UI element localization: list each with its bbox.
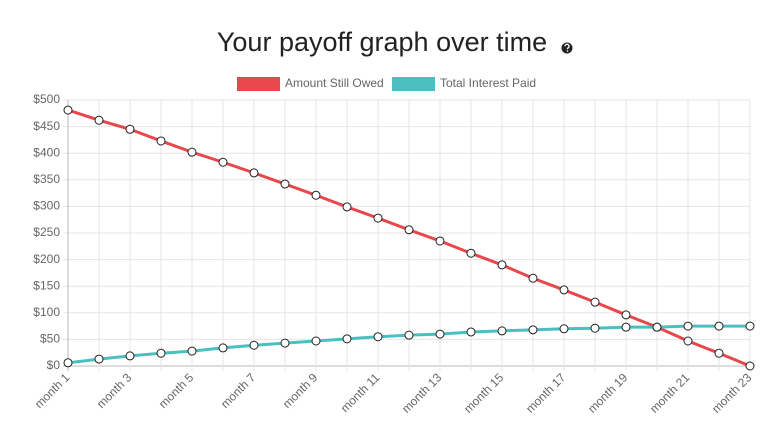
y-tick-label: $350 — [33, 172, 60, 186]
data-point[interactable] — [714, 321, 724, 331]
data-point[interactable] — [311, 190, 321, 200]
data-point[interactable] — [218, 157, 228, 167]
x-tick-label: month 7 — [218, 370, 259, 411]
data-point[interactable] — [125, 124, 135, 134]
data-point[interactable] — [621, 322, 631, 332]
y-tick-label: $0 — [47, 358, 61, 372]
help-icon[interactable] — [561, 42, 573, 54]
data-point[interactable] — [311, 336, 321, 346]
data-point[interactable] — [218, 343, 228, 353]
data-point[interactable] — [249, 168, 259, 178]
data-point[interactable] — [280, 338, 290, 348]
x-tick-label: month 21 — [647, 370, 693, 416]
legend-swatch[interactable] — [237, 77, 280, 91]
data-point[interactable] — [745, 361, 755, 371]
data-point[interactable] — [404, 330, 414, 340]
y-tick-label: $400 — [33, 145, 60, 159]
data-point[interactable] — [683, 321, 693, 331]
data-point[interactable] — [528, 325, 538, 335]
y-tick-label: $250 — [33, 225, 60, 239]
data-point[interactable] — [125, 351, 135, 361]
data-point[interactable] — [156, 348, 166, 358]
data-point[interactable] — [280, 179, 290, 189]
x-tick-label: month 11 — [338, 370, 383, 415]
data-point[interactable] — [373, 332, 383, 342]
legend-swatch[interactable] — [392, 77, 435, 91]
data-point[interactable] — [714, 348, 724, 358]
y-tick-label: $450 — [33, 119, 60, 133]
data-point[interactable] — [621, 310, 631, 320]
x-tick-label: month 9 — [280, 370, 321, 411]
chart-title: Your payoff graph over time — [217, 27, 547, 57]
y-tick-label: $150 — [33, 278, 60, 292]
data-point[interactable] — [187, 147, 197, 157]
y-tick-label: $50 — [40, 332, 60, 346]
data-point[interactable] — [435, 329, 445, 339]
x-tick-label: month 3 — [94, 370, 135, 411]
data-point[interactable] — [342, 334, 352, 344]
data-point[interactable] — [435, 236, 445, 246]
data-point[interactable] — [404, 225, 414, 235]
data-point[interactable] — [559, 285, 569, 295]
data-point[interactable] — [652, 322, 662, 332]
data-point[interactable] — [249, 340, 259, 350]
data-point[interactable] — [745, 321, 755, 331]
data-point[interactable] — [559, 324, 569, 334]
data-point[interactable] — [342, 202, 352, 212]
data-point[interactable] — [497, 260, 507, 270]
x-tick-label: month 13 — [399, 370, 445, 416]
legend-label[interactable]: Amount Still Owed — [285, 76, 384, 90]
legend-label[interactable]: Total Interest Paid — [440, 76, 536, 90]
data-point[interactable] — [156, 136, 166, 146]
x-tick-label: month 15 — [461, 370, 507, 416]
x-tick-label: month 23 — [709, 370, 755, 416]
x-tick-label: month 5 — [156, 370, 197, 411]
data-point[interactable] — [466, 248, 476, 258]
y-tick-label: $500 — [33, 92, 60, 106]
data-point[interactable] — [94, 115, 104, 125]
y-tick-label: $300 — [33, 199, 60, 213]
data-point[interactable] — [373, 213, 383, 223]
data-point[interactable] — [683, 336, 693, 346]
y-tick-label: $100 — [33, 305, 60, 319]
data-point[interactable] — [528, 273, 538, 283]
data-point[interactable] — [94, 354, 104, 364]
data-point[interactable] — [497, 326, 507, 336]
data-point[interactable] — [466, 327, 476, 337]
x-tick-label: month 19 — [585, 370, 631, 416]
y-tick-label: $200 — [33, 252, 60, 266]
x-tick-label: month 17 — [523, 370, 569, 416]
data-point[interactable] — [187, 346, 197, 356]
x-tick-label: month 1 — [32, 370, 73, 411]
data-point[interactable] — [590, 323, 600, 333]
data-point[interactable] — [63, 105, 73, 115]
data-point[interactable] — [63, 358, 73, 368]
data-point[interactable] — [590, 297, 600, 307]
